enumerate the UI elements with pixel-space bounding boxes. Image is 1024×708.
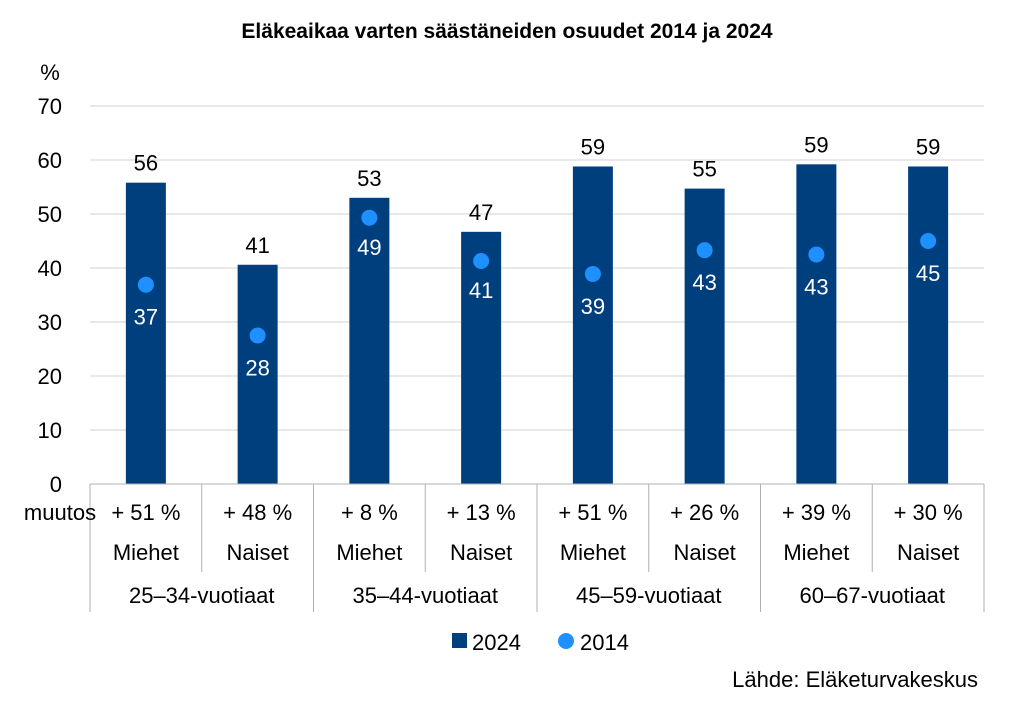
y-tick-label: 10 <box>38 418 62 443</box>
x-tick-label: Miehet <box>113 540 179 565</box>
bar-label-2024: 59 <box>581 134 605 159</box>
x-tick-label: Naiset <box>450 540 512 565</box>
x-axis: muutos + 51 % + 48 % + 8 % + 13 % + 51 % + 26 … <box>24 483 985 612</box>
y-axis-label: % <box>40 60 60 85</box>
change-label: + 48 % <box>223 500 292 525</box>
dot-label-2014: 43 <box>804 275 828 300</box>
legend-swatch-2014 <box>558 633 574 649</box>
dot-2014 <box>808 246 825 263</box>
bars-2024: 56 41 53 47 59 55 59 59 <box>125 132 949 485</box>
x-tick-label: Naiset <box>226 540 288 565</box>
change-label: + 8 % <box>341 500 398 525</box>
y-tick-label: 0 <box>50 472 62 497</box>
dot-2014 <box>920 233 937 249</box>
dot-2014 <box>696 242 713 259</box>
bar-2024 <box>908 166 949 485</box>
dot-2014 <box>473 252 490 269</box>
y-tick-label: 30 <box>38 310 62 335</box>
y-axis-ticks: 0 10 20 30 40 50 60 70 <box>38 94 62 497</box>
dot-2014 <box>137 276 154 293</box>
dot-label-2014: 39 <box>581 294 605 319</box>
bar-2024 <box>572 166 613 485</box>
bar-2024 <box>125 182 166 484</box>
change-row-label: muutos <box>24 500 96 525</box>
change-label: + 39 % <box>782 500 851 525</box>
y-tick-label: 40 <box>38 256 62 281</box>
change-label: + 13 % <box>447 500 516 525</box>
bar-2024 <box>461 231 502 484</box>
gridlines <box>90 105 984 431</box>
y-tick-label: 70 <box>38 94 62 119</box>
bar-label-2024: 56 <box>134 151 158 176</box>
change-label: + 30 % <box>894 500 963 525</box>
change-label: + 51 % <box>111 500 180 525</box>
y-tick-label: 20 <box>38 364 62 389</box>
dot-2014 <box>584 265 601 282</box>
legend: 2024 2014 <box>452 630 629 655</box>
x-tick-label: Naiset <box>897 540 959 565</box>
x-tick-label: Miehet <box>560 540 626 565</box>
group-label: 25–34-vuotiaat <box>129 583 275 608</box>
y-tick-label: 50 <box>38 202 62 227</box>
dot-label-2014: 41 <box>469 278 493 303</box>
legend-label-2014: 2014 <box>580 630 629 655</box>
bar-2024 <box>684 188 725 484</box>
dot-label-2014: 45 <box>916 261 940 286</box>
legend-label-2024: 2024 <box>472 630 521 655</box>
dot-2014 <box>361 209 378 226</box>
bar-label-2024: 59 <box>804 132 828 157</box>
source-note: Lähde: Eläketurvakeskus <box>732 667 978 692</box>
dot-label-2014: 49 <box>357 235 381 260</box>
bar-2024 <box>349 197 390 485</box>
dot-2014 <box>249 327 266 344</box>
bar-label-2024: 41 <box>245 233 269 258</box>
group-label: 60–67-vuotiaat <box>799 583 945 608</box>
bar-2024 <box>796 164 837 484</box>
x-tick-label: Naiset <box>673 540 735 565</box>
x-tick-label: Miehet <box>336 540 402 565</box>
legend-swatch-2024 <box>452 633 467 648</box>
y-tick-label: 60 <box>38 148 62 173</box>
dot-label-2014: 28 <box>245 356 269 381</box>
x-tick-label: Miehet <box>783 540 849 565</box>
dot-label-2014: 43 <box>692 270 716 295</box>
bar-label-2024: 53 <box>357 166 381 191</box>
bar-label-2024: 55 <box>692 157 716 182</box>
change-label: + 51 % <box>558 500 627 525</box>
group-label: 35–44-vuotiaat <box>352 583 498 608</box>
bar-2024 <box>237 264 278 484</box>
dots-2014: 37 28 49 41 39 43 43 45 <box>134 209 940 381</box>
bar-label-2024: 59 <box>916 134 940 159</box>
group-label: 45–59-vuotiaat <box>576 583 722 608</box>
change-label: + 26 % <box>670 500 739 525</box>
dot-label-2014: 37 <box>134 305 158 330</box>
bar-label-2024: 47 <box>469 200 493 225</box>
chart-title: Eläkeaikaa varten säästäneiden osuudet 2… <box>241 20 772 43</box>
